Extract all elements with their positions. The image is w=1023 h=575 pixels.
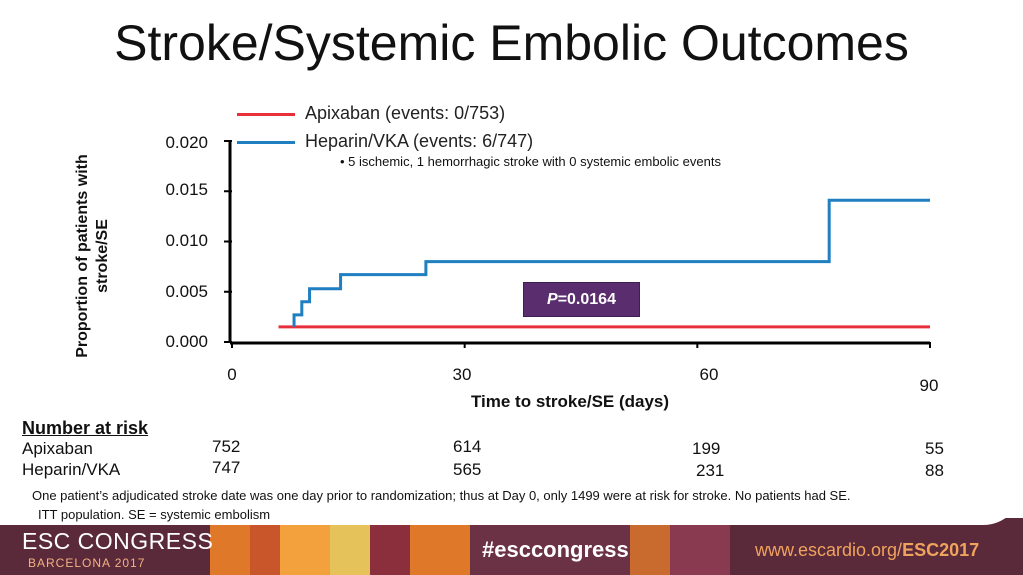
x-tick-label: 0 xyxy=(227,365,237,384)
risk-value: 747 xyxy=(212,458,241,477)
x-tick-label: 30 xyxy=(452,365,472,384)
legend-label-heparin: Heparin/VKA (events: 6/747) xyxy=(305,131,534,151)
p-value-box: P =0.0164 xyxy=(523,282,640,317)
event-note: • 5 ischemic, 1 hemorrhagic stroke with … xyxy=(340,154,721,169)
risk-value: 231 xyxy=(696,461,725,480)
risk-value: 88 xyxy=(925,461,944,480)
series-group xyxy=(278,198,930,329)
website-url[interactable]: www.escardio.org/ESC2017 xyxy=(755,540,980,560)
banner-stripe xyxy=(370,518,410,575)
congress-city: BARCELONA 2017 xyxy=(28,556,146,570)
risk-row-label-apixaban: Apixaban xyxy=(22,439,93,458)
banner-stripe xyxy=(670,518,730,575)
x-axis-label: Time to stroke/SE (days) xyxy=(470,392,670,411)
y-tick-label: 0.020 xyxy=(165,133,208,152)
congress-name: ESC CONGRESS xyxy=(22,528,214,554)
risk-value: 752 xyxy=(212,437,241,456)
risk-value: 565 xyxy=(453,460,482,479)
risk-value: 55 xyxy=(925,439,944,458)
footnote: ITT population. SE = systemic embolism xyxy=(38,507,271,522)
banner-stripe xyxy=(330,518,370,575)
series-line-heparin-vka xyxy=(292,198,930,327)
banner-stripe xyxy=(470,518,630,575)
footnote: One patient’s adjudicated stroke date wa… xyxy=(32,488,851,503)
risk-value: 614 xyxy=(453,437,482,456)
x-tick-label: 90 xyxy=(919,376,939,395)
axis-ticks xyxy=(224,140,931,348)
y-tick-label: 0.015 xyxy=(165,180,208,199)
slide-title: Stroke/Systemic Embolic Outcomes xyxy=(114,15,909,71)
banner-stripe xyxy=(630,518,670,575)
legend-label-apixaban: Apixaban (events: 0/753) xyxy=(305,103,506,123)
hashtag: #esccongress xyxy=(482,537,629,562)
risk-row-label-heparin: Heparin/VKA xyxy=(22,460,121,479)
y-tick-label: 0.010 xyxy=(165,231,208,250)
legend-swatch-heparin xyxy=(237,141,295,144)
risk-table-heading: Number at risk xyxy=(22,418,149,438)
x-tick-label: 60 xyxy=(699,365,719,384)
banner-stripe xyxy=(410,518,470,575)
legend-swatch-apixaban xyxy=(237,113,295,116)
banner-stripe xyxy=(210,518,250,575)
banner-stripe xyxy=(250,518,280,575)
banner-stripe xyxy=(280,518,330,575)
y-tick-label: 0.000 xyxy=(165,332,208,351)
congress-banner xyxy=(0,518,1023,575)
risk-value: 199 xyxy=(692,439,721,458)
y-tick-label: 0.005 xyxy=(165,282,208,301)
